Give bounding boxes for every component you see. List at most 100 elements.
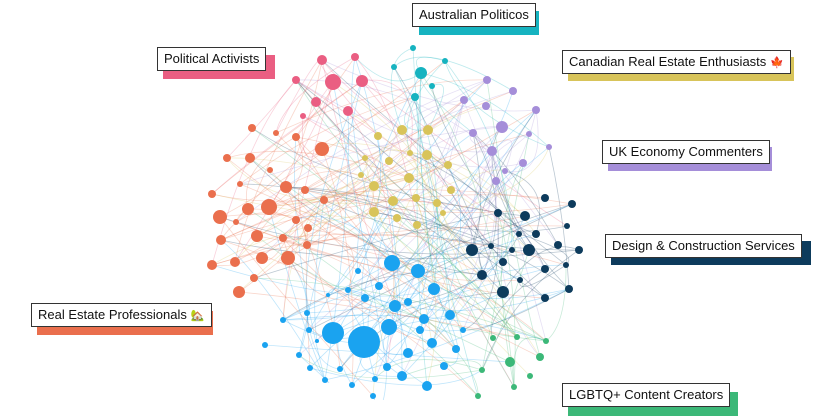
network-edge — [282, 271, 483, 321]
network-node — [280, 181, 292, 193]
network-edge — [295, 79, 515, 388]
network-node — [213, 210, 227, 224]
label-australian-politicos[interactable]: Australian Politicos — [412, 3, 536, 27]
network-node — [311, 97, 321, 107]
network-node — [416, 326, 424, 334]
network-edge — [481, 133, 530, 371]
network-edge — [235, 79, 488, 223]
network-edge — [211, 80, 363, 195]
network-node — [511, 384, 517, 390]
network-node — [415, 67, 427, 79]
network-node — [261, 199, 277, 215]
network-edge — [415, 180, 497, 212]
network-node — [532, 106, 540, 114]
network-node — [307, 365, 313, 371]
network-node — [517, 277, 523, 283]
network-edge — [347, 288, 570, 311]
uk-economy-text: UK Economy Commenters — [609, 144, 763, 159]
network-node — [499, 258, 507, 266]
network-edge — [211, 264, 435, 297]
network-node — [397, 125, 407, 135]
network-edge — [307, 99, 465, 229]
label-lgbtq-creators[interactable]: LGBTQ+ Content Creators — [562, 383, 731, 407]
network-node — [356, 75, 368, 87]
network-node — [442, 58, 448, 64]
network-edge — [431, 249, 513, 344]
network-edge — [306, 312, 341, 370]
network-edge — [239, 96, 416, 185]
label-real-estate-professionals[interactable]: Real Estate Professionals 🏡 — [31, 303, 212, 327]
network-node — [411, 93, 419, 101]
network-edge — [220, 154, 428, 241]
network-edge — [219, 216, 530, 255]
network-edge — [436, 202, 515, 388]
network-edge — [306, 239, 354, 291]
network-node — [381, 319, 397, 335]
network-edge — [388, 99, 465, 162]
network-edge — [545, 264, 567, 342]
network-node — [351, 53, 359, 61]
network-edge — [414, 96, 438, 290]
network-edge — [287, 257, 425, 320]
network-edge — [238, 152, 411, 293]
network-edge — [304, 189, 573, 214]
network-edge — [282, 177, 410, 239]
network-edge — [306, 185, 375, 246]
network-node — [429, 83, 435, 89]
network-node — [301, 186, 309, 194]
network-edge — [294, 136, 326, 381]
network-edge — [356, 72, 422, 272]
network-node — [563, 262, 569, 268]
network-edge — [420, 72, 515, 388]
network-node — [541, 294, 549, 302]
network-edge — [361, 80, 568, 227]
network-edge — [295, 136, 393, 264]
network-edge — [504, 170, 540, 235]
network-node — [411, 264, 425, 278]
network-node — [304, 224, 312, 232]
network-edge — [407, 267, 521, 303]
network-edges — [211, 47, 580, 400]
network-node — [509, 247, 515, 253]
network-node — [492, 177, 500, 185]
network-edge — [416, 224, 433, 344]
network-node — [303, 241, 311, 249]
network-node — [325, 74, 341, 90]
lgbtq-creators-text: LGBTQ+ Content Creators — [569, 387, 724, 402]
label-political-activists[interactable]: Political Activists — [157, 47, 267, 71]
network-node — [216, 235, 226, 245]
label-design-construction[interactable]: Design & Construction Services — [605, 234, 802, 258]
network-edge — [364, 157, 504, 263]
network-edge — [393, 56, 514, 92]
network-edge — [364, 157, 384, 213]
label-uk-economy[interactable]: UK Economy Commenters — [602, 140, 770, 164]
network-node — [393, 214, 401, 222]
network-edge — [211, 79, 297, 266]
label-canadian-real-estate[interactable]: Canadian Real Estate Enthusiasts 🍁 — [562, 50, 791, 74]
network-node — [413, 221, 421, 229]
network-edge — [491, 139, 513, 172]
network-edge — [295, 79, 546, 299]
network-edge — [426, 154, 518, 338]
network-edge — [442, 146, 550, 214]
network-node — [447, 186, 455, 194]
network-edge — [226, 157, 541, 358]
network-edge — [249, 157, 547, 342]
network-edge — [219, 216, 546, 299]
network-edge — [219, 60, 446, 218]
network-node — [361, 294, 369, 302]
network-edge — [420, 72, 550, 148]
network-edge — [500, 162, 524, 388]
network-node — [304, 310, 310, 316]
network-edge — [386, 202, 438, 368]
network-node — [370, 393, 376, 399]
network-edge — [226, 79, 297, 159]
network-edge — [321, 59, 449, 166]
canadian-real-estate-text: Canadian Real Estate Enthusiasts — [569, 54, 767, 69]
network-edge — [268, 206, 326, 381]
network-node — [494, 209, 502, 217]
network-node — [516, 231, 522, 237]
network-node — [407, 150, 413, 156]
network-node — [372, 376, 378, 382]
network-edge — [211, 193, 398, 220]
